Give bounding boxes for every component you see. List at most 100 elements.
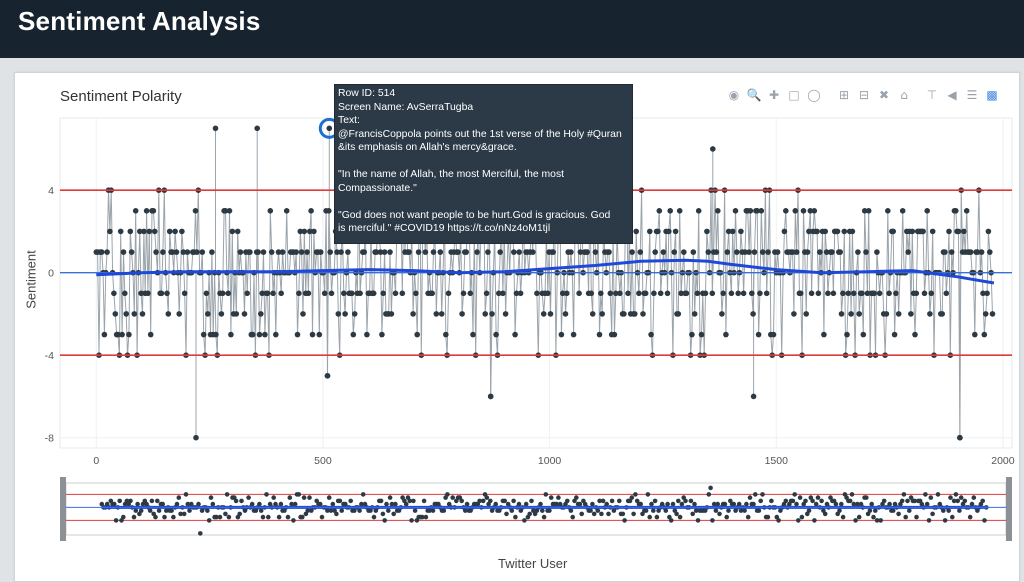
data-point xyxy=(793,249,800,255)
header-spacer xyxy=(0,58,1024,70)
range-point xyxy=(529,498,534,504)
data-point xyxy=(516,249,522,255)
data-point xyxy=(279,249,286,255)
zoom-out-icon[interactable]: ⊟ xyxy=(858,88,870,102)
data-point xyxy=(859,290,865,297)
data-point xyxy=(502,311,509,317)
hover-compare-icon[interactable]: ☰ xyxy=(966,88,978,102)
zoom-in-icon[interactable]: ⊞ xyxy=(838,88,850,102)
data-point xyxy=(845,290,852,297)
range-point xyxy=(744,501,749,507)
range-point xyxy=(903,514,908,520)
zoom-icon[interactable]: 🔍 xyxy=(746,88,762,102)
data-point xyxy=(981,331,988,338)
range-point xyxy=(548,495,554,500)
data-point xyxy=(229,228,236,235)
range-point xyxy=(382,518,388,523)
range-point xyxy=(541,514,547,520)
range-point xyxy=(645,492,651,497)
range-point xyxy=(523,501,529,507)
data-point xyxy=(482,311,489,317)
data-point xyxy=(117,228,124,235)
data-point xyxy=(715,208,721,214)
range-point xyxy=(713,508,719,513)
data-point xyxy=(119,331,125,338)
data-point xyxy=(297,228,304,235)
plotly-logo-icon[interactable]: ▩ xyxy=(986,88,998,102)
range-point xyxy=(547,508,552,513)
data-point xyxy=(301,228,308,235)
range-point xyxy=(953,492,959,497)
range-point xyxy=(412,508,418,513)
lasso-icon[interactable]: ◯ xyxy=(807,88,821,102)
data-point xyxy=(837,249,843,255)
range-point xyxy=(617,498,622,504)
range-point xyxy=(291,518,296,523)
data-point xyxy=(259,290,266,297)
range-point xyxy=(266,514,271,520)
data-point xyxy=(437,249,444,255)
autoscale-icon[interactable]: ✖ xyxy=(878,88,890,102)
range-point xyxy=(588,508,593,513)
data-point xyxy=(180,249,187,255)
range-point xyxy=(233,498,239,504)
range-point xyxy=(745,514,751,520)
data-point xyxy=(803,311,809,317)
camera-icon[interactable]: ◉ xyxy=(728,88,740,102)
data-point xyxy=(690,249,697,255)
data-point xyxy=(676,208,683,214)
data-point xyxy=(963,208,970,214)
data-point xyxy=(373,249,380,255)
data-point xyxy=(967,249,974,255)
range-point xyxy=(113,518,119,523)
data-point xyxy=(123,311,129,317)
data-point xyxy=(296,290,302,297)
data-point xyxy=(305,290,312,297)
data-point xyxy=(199,249,206,255)
range-point xyxy=(649,501,654,507)
data-point xyxy=(829,249,835,255)
spike-lines-icon[interactable]: ⊤ xyxy=(926,88,938,102)
range-point xyxy=(153,514,158,520)
range-point xyxy=(690,511,695,517)
range-point xyxy=(693,508,699,513)
range-point xyxy=(874,518,880,523)
data-point xyxy=(763,290,770,297)
data-point xyxy=(720,290,726,297)
data-point xyxy=(920,228,926,235)
data-point xyxy=(467,290,474,297)
range-point xyxy=(881,498,887,504)
data-point xyxy=(262,331,268,338)
data-point xyxy=(115,331,121,338)
data-point xyxy=(200,331,207,338)
range-point xyxy=(147,508,153,513)
data-point xyxy=(791,311,797,317)
data-point xyxy=(247,249,253,255)
range-point xyxy=(652,498,658,504)
range-point xyxy=(556,495,561,500)
data-point xyxy=(633,228,639,235)
range-point xyxy=(812,518,817,523)
pan-icon[interactable]: ✚ xyxy=(768,88,780,102)
range-point xyxy=(840,514,846,520)
range-point xyxy=(887,501,892,507)
data-point xyxy=(817,249,823,255)
data-point xyxy=(380,290,387,297)
data-point xyxy=(146,228,153,235)
range-point xyxy=(574,495,579,500)
range-point xyxy=(839,501,844,507)
range-point xyxy=(599,511,604,517)
data-point xyxy=(729,228,736,235)
hover-closest-icon[interactable]: ◀ xyxy=(947,88,957,102)
range-point xyxy=(958,495,964,500)
data-point xyxy=(237,249,244,255)
data-point xyxy=(131,311,138,317)
y-tick-label: -8 xyxy=(45,433,54,445)
data-point xyxy=(584,249,590,255)
reset-axes-icon[interactable]: ⌂ xyxy=(900,88,908,102)
box-select-icon[interactable]: □ xyxy=(788,88,800,102)
range-point xyxy=(305,508,311,513)
range-point xyxy=(905,498,910,504)
range-point xyxy=(185,501,191,507)
range-point xyxy=(851,501,857,507)
